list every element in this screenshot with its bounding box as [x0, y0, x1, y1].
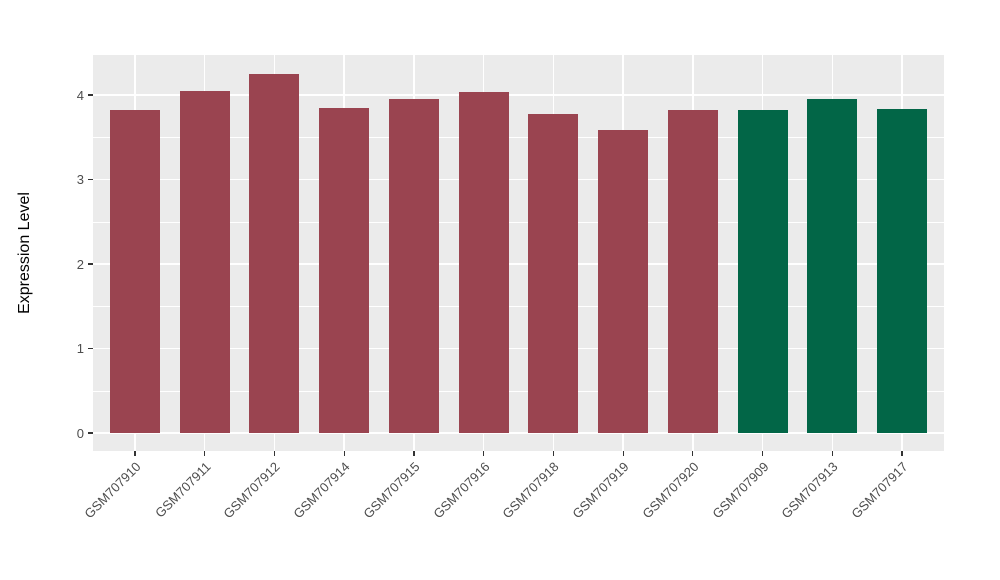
x-tick-mark-GSM707916 — [483, 451, 485, 456]
bar-GSM707918 — [528, 113, 579, 433]
x-tick-label-text: GSM707913 — [778, 459, 841, 522]
x-tick-mark-GSM707915 — [413, 451, 415, 456]
y-tick-label-1: 1 — [76, 341, 84, 356]
bar-GSM707916 — [458, 91, 509, 433]
gridline-major-y-0 — [93, 432, 944, 434]
x-tick-label-text: GSM707916 — [430, 459, 493, 522]
x-tick-label-text: GSM707917 — [848, 459, 911, 522]
bar-GSM707911 — [179, 90, 230, 433]
gridline-minor-y-2.5 — [93, 221, 944, 223]
x-tick-label-text: GSM707919 — [569, 459, 632, 522]
bar-GSM707914 — [319, 107, 370, 433]
x-tick-label-text: GSM707910 — [81, 459, 144, 522]
y-axis-title-text: Expression Level — [16, 192, 33, 314]
x-tick-label-text: GSM707912 — [220, 459, 284, 522]
gridline-minor-y-1.5 — [93, 306, 944, 307]
gridline-minor-y-3.5 — [93, 137, 944, 138]
y-tick-mark-1 — [88, 347, 93, 350]
x-tick-label-text: GSM707914 — [290, 459, 353, 522]
x-tick-mark-GSM707911 — [204, 451, 206, 456]
x-tick-label-text: GSM707915 — [360, 459, 423, 522]
gridline-minor-y-0.5 — [93, 390, 944, 392]
bar-GSM707915 — [388, 99, 439, 433]
x-tick-mark-GSM707914 — [343, 451, 345, 456]
x-tick-mark-GSM707910 — [134, 451, 136, 456]
y-tick-label-0: 0 — [76, 425, 84, 441]
bar-GSM707920 — [667, 110, 718, 433]
x-tick-mark-GSM707912 — [273, 451, 276, 456]
y-tick-mark-3 — [88, 178, 93, 181]
bar-GSM707913 — [807, 99, 858, 433]
x-tick-mark-GSM707920 — [692, 451, 694, 456]
gridline-major-y-1 — [93, 347, 944, 350]
plot-panel — [93, 55, 944, 451]
y-tick-mark-2 — [88, 263, 93, 265]
y-tick-label-2: 2 — [76, 256, 84, 272]
gridline-major-y-4 — [93, 94, 944, 96]
x-tick-label-text: GSM707920 — [639, 459, 702, 522]
bar-GSM707919 — [598, 129, 649, 433]
x-tick-label-text: GSM707911 — [151, 459, 214, 521]
bar-GSM707909 — [737, 110, 788, 433]
x-tick-mark-GSM707917 — [901, 451, 903, 456]
x-tick-mark-GSM707919 — [622, 451, 624, 456]
y-tick-mark-0 — [88, 432, 93, 434]
y-tick-label-3: 3 — [76, 172, 84, 187]
gridline-major-y-3 — [93, 178, 944, 181]
x-tick-mark-GSM707913 — [831, 451, 833, 456]
bar-GSM707912 — [249, 73, 300, 433]
y-tick-mark-4 — [88, 94, 93, 96]
x-tick-mark-GSM707909 — [761, 451, 764, 456]
bar-GSM707917 — [877, 108, 928, 433]
bar-GSM707910 — [110, 110, 160, 433]
x-tick-label-text: GSM707918 — [499, 459, 562, 522]
y-tick-label-4: 4 — [76, 87, 84, 103]
gridline-major-y-2 — [93, 263, 944, 265]
x-tick-mark-GSM707918 — [552, 451, 554, 456]
x-tick-label-text: GSM707909 — [708, 459, 772, 522]
